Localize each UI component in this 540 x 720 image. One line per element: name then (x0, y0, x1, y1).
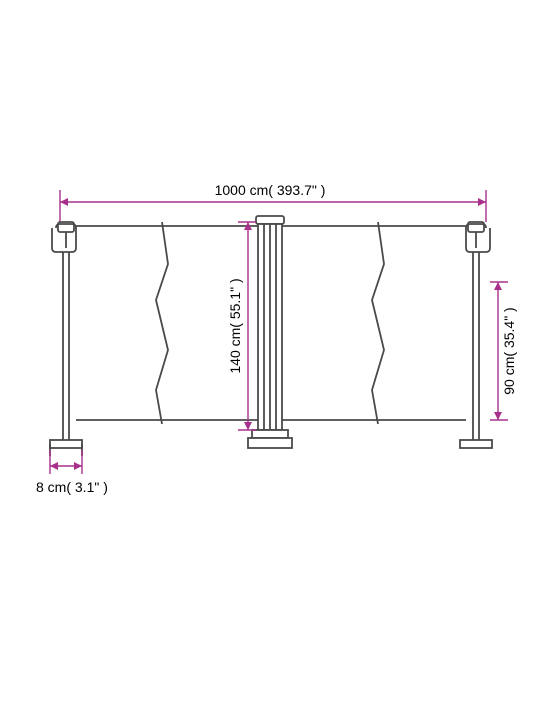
center-height-dimension: 140 cm( 55.1" ) (227, 222, 256, 430)
product-outline (50, 216, 492, 456)
diagram-container: 1000 cm( 393.7" ) (0, 0, 540, 720)
right-base (460, 440, 492, 448)
right-panel (282, 222, 466, 424)
height-label: 140 cm( 55.1" ) (227, 278, 243, 373)
dimension-diagram-svg: 1000 cm( 393.7" ) (0, 0, 540, 720)
center-cassette (258, 224, 282, 430)
base-width-dimension: 8 cm( 3.1" ) (36, 450, 108, 495)
base-label: 8 cm( 3.1" ) (36, 479, 108, 495)
width-label: 1000 cm( 393.7" ) (215, 182, 326, 198)
inner-height-label: 90 cm( 35.4" ) (501, 307, 517, 394)
left-base (50, 440, 82, 456)
right-bracket-top (466, 222, 490, 252)
inner-height-dimension: 90 cm( 35.4" ) (490, 282, 517, 420)
left-bracket-top (52, 222, 76, 252)
center-top-cap (256, 216, 284, 224)
center-base (248, 430, 292, 448)
